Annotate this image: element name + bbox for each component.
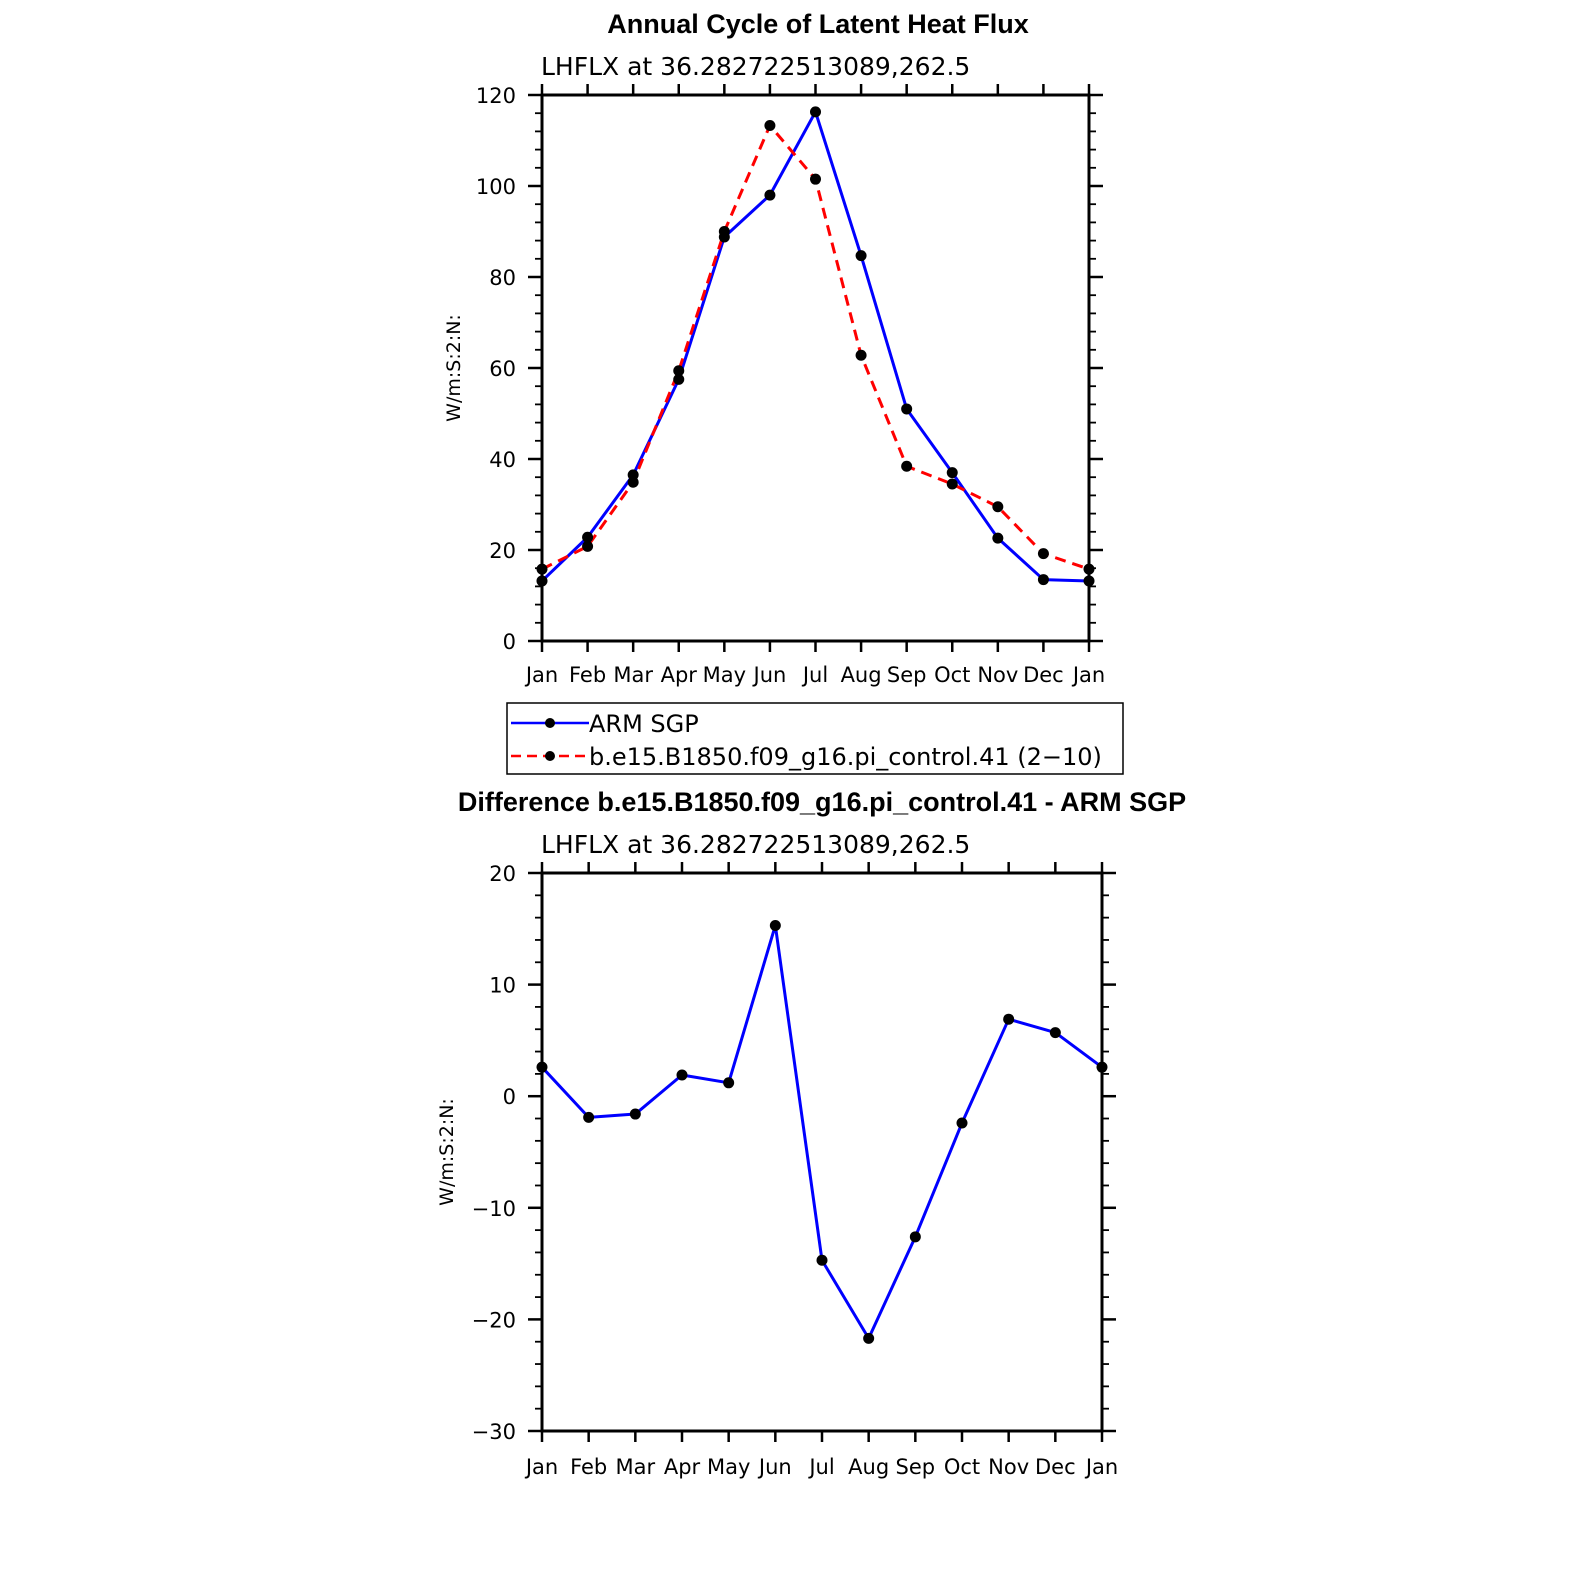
legend-label-model: b.e15.B1850.f09_g16.pi_control.41 (2−10) xyxy=(589,743,1102,771)
chart2-ytick-label: −10 xyxy=(472,1197,516,1221)
chart2-subtitle: LHFLX at 36.282722513089,262.5 xyxy=(541,830,970,859)
chart1-ytick-label: 120 xyxy=(476,84,516,108)
chart1-series-1-point xyxy=(536,563,548,575)
chart1-series-0-point xyxy=(582,531,594,543)
chart2-series-0-point xyxy=(1049,1027,1061,1039)
chart2-xtick-label: Aug xyxy=(848,1455,889,1479)
chart2-series-0-point xyxy=(676,1069,688,1081)
chart2-series-line-0 xyxy=(540,923,1103,1340)
legend-label-arm-sgp: ARM SGP xyxy=(589,710,699,738)
chart1-series-1-point xyxy=(810,173,821,185)
chart2-xtick-label: Jun xyxy=(757,1455,792,1479)
chart2-xtick-label: Nov xyxy=(988,1455,1029,1479)
chart2-xtick-label: Feb xyxy=(570,1455,607,1479)
chart2-xtick-label: Sep xyxy=(896,1455,936,1479)
chart1-series-1-point xyxy=(1083,563,1095,575)
chart2-xtick-label: Jan xyxy=(1084,1455,1118,1479)
chart2-frame xyxy=(540,871,1104,1433)
chart1-series-1-point xyxy=(582,540,594,552)
chart1-xtick-label: Sep xyxy=(887,663,927,687)
chart1-series-0-point xyxy=(673,373,685,385)
chart1-series-1-point xyxy=(627,476,639,488)
chart1-xtick-label: Aug xyxy=(841,663,882,687)
chart1-title: Annual Cycle of Latent Heat Flux xyxy=(607,9,1029,39)
chart2-plot-area: Jan Feb Mar Apr May Jun Jul Aug Sep Oct Nov Dec Jan−… xyxy=(472,862,1118,1479)
chart2-series-0-point xyxy=(956,1117,968,1129)
chart2-series-0-point xyxy=(583,1111,595,1123)
chart2-ylabel: W/m:S:2:N: xyxy=(436,1098,458,1206)
chart2-xtick-label: Jul xyxy=(807,1455,834,1479)
chart1-series-0-point xyxy=(764,189,776,201)
chart2-series-0-point xyxy=(723,1077,735,1089)
chart1-ytick-label: 80 xyxy=(489,266,516,290)
chart2-series-0-point xyxy=(816,1254,828,1266)
chart1-series-0-point xyxy=(992,532,1004,544)
chart1-xtick-label: Feb xyxy=(569,663,606,687)
chart1-xtick-label: Apr xyxy=(661,663,698,687)
chart2-ytick-label: −20 xyxy=(472,1308,516,1332)
chart1-series-line-1 xyxy=(541,123,1090,571)
chart1-series-0-point xyxy=(1037,574,1049,586)
chart1-series-0-point xyxy=(810,106,821,118)
chart1-series-1-point xyxy=(992,501,1004,513)
chart1-series-0-point xyxy=(855,250,867,262)
legend-marker-arm-sgp xyxy=(545,718,555,728)
chart1-plot-area: Jan Feb Mar Apr May Jun Jul Aug Sep Oct Nov Dec Jan 0… xyxy=(476,84,1105,687)
chart1-series-1-point xyxy=(946,478,958,490)
chart1-series-0-point xyxy=(536,575,548,587)
chart2-xtick-label: May xyxy=(707,1455,750,1479)
chart1-xtick-label: Nov xyxy=(977,663,1018,687)
legend-box xyxy=(506,702,1124,775)
chart2-ytick-label: 10 xyxy=(489,974,516,998)
chart2-ytick-label: 20 xyxy=(489,862,516,886)
chart2-xtick-label: Dec xyxy=(1035,1455,1076,1479)
chart2-ytick-label: 0 xyxy=(503,1085,516,1109)
chart1-xtick-label: May xyxy=(703,663,746,687)
chart2-xtick-label: Oct xyxy=(944,1455,980,1479)
chart1-xtick-label: Mar xyxy=(613,663,653,687)
chart2-series-0-point xyxy=(909,1231,921,1243)
chart1-series-1-point xyxy=(718,226,730,237)
chart1-legend: ARM SGP b.e15.B1850.f09_g16.pi_control.4… xyxy=(506,702,1124,775)
chart2-xtick-label: Apr xyxy=(664,1455,701,1479)
chart1-ytick-label: 60 xyxy=(489,357,516,381)
chart2-series-0-point xyxy=(1096,1061,1108,1073)
chart2-xtick-label: Jan xyxy=(524,1455,558,1479)
chart1-series-1-point xyxy=(673,365,685,377)
chart1-ytick-label: 100 xyxy=(476,175,516,199)
chart2-title: Difference b.e15.B1850.f09_g16.pi_contro… xyxy=(458,787,1186,817)
chart1-xtick-label: Oct xyxy=(934,663,970,687)
chart1-series-1-point xyxy=(901,460,913,472)
chart1-series-1-point xyxy=(764,119,776,131)
chart1-xtick-label: Jan xyxy=(1071,663,1105,687)
chart2-series-0-point xyxy=(1003,1013,1015,1025)
chart2-ytick-label: −30 xyxy=(472,1420,516,1444)
chart2-series-0-point xyxy=(769,919,781,931)
legend-marker-model xyxy=(545,751,555,761)
chart1-series-0-point xyxy=(1083,575,1095,587)
chart1-ytick-label: 40 xyxy=(489,448,516,472)
chart1-xtick-label: Dec xyxy=(1023,663,1064,687)
chart2-series-0-point xyxy=(536,1061,548,1073)
chart1-xtick-label: Jun xyxy=(752,663,787,687)
chart1-ytick-label: 0 xyxy=(503,630,516,654)
chart1-series-1-point xyxy=(855,349,867,361)
chart1-series-1-point xyxy=(1037,548,1049,560)
chart1-series-0-point xyxy=(901,403,913,415)
chart1-series-0-point xyxy=(946,467,958,479)
chart1-ytick-label: 20 xyxy=(489,539,516,563)
chart1-ylabel: W/m:S:2:N: xyxy=(443,314,465,422)
chart1-xtick-label: Jul xyxy=(801,663,828,687)
chart1-xtick-label: Jan xyxy=(524,663,558,687)
chart2-series-0-point xyxy=(629,1108,641,1120)
chart2-xtick-label: Mar xyxy=(616,1455,656,1479)
chart1-subtitle: LHFLX at 36.282722513089,262.5 xyxy=(541,52,970,81)
chart2-series-0-point xyxy=(863,1332,875,1344)
